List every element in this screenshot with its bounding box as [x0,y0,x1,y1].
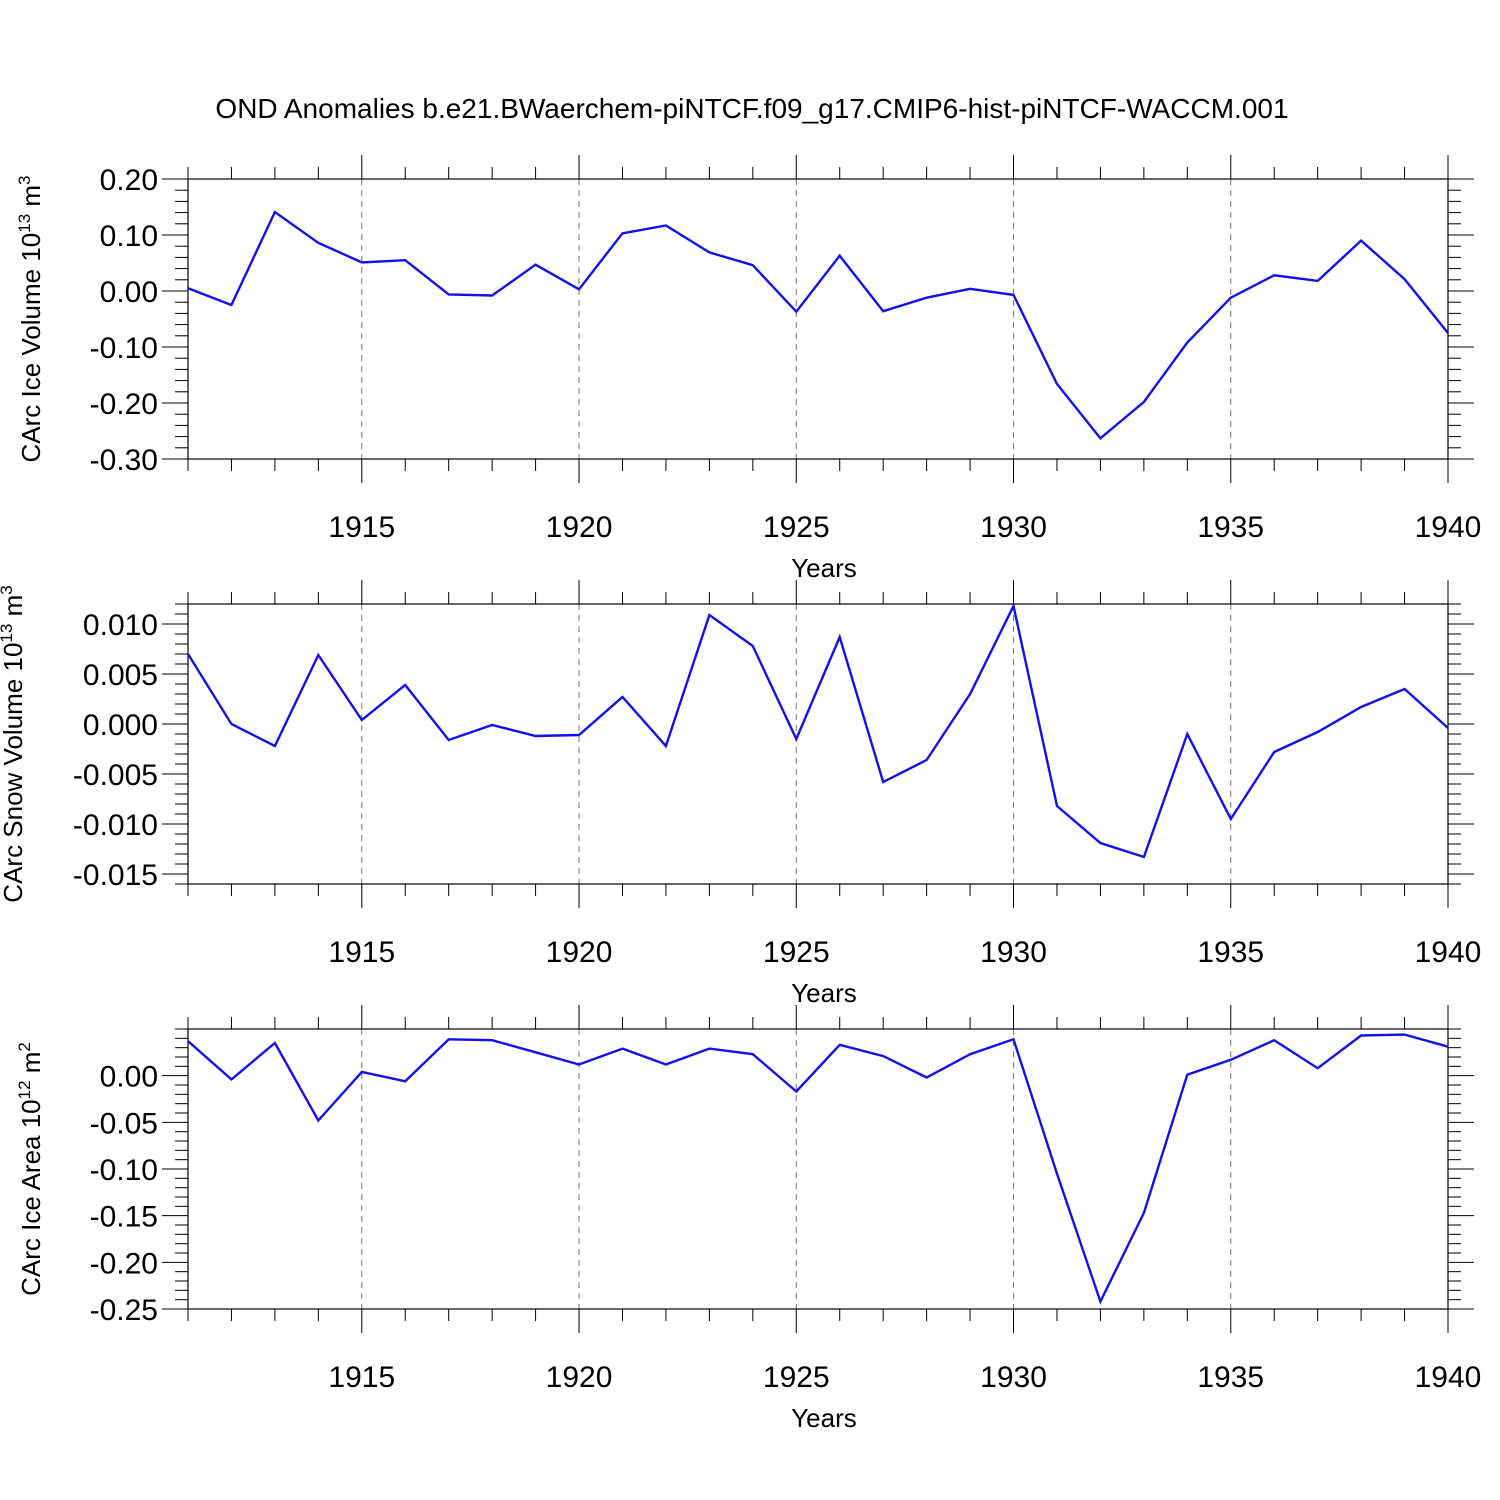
p1-series-line-0 [186,602,1449,859]
p1-y-axis-label: CArc Snow Volume 1013 m3 [0,585,28,902]
p1-x-tick-label: 1930 [980,936,1047,969]
p2-x-axis-label: Years [791,1403,857,1433]
p1-x-tick-label: 1940 [1415,936,1482,969]
p1-y-tick-label: -0.015 [73,859,158,892]
p2-y-axis-label: CArc Ice Area 1012 m2 [15,1042,46,1296]
p2-y-tick-label: -0.15 [90,1201,158,1234]
panel-snow-volume: 0.010 0.005 0.000 -0.005 -0.010 -0.015 1915 192… [0,580,1481,1008]
panel-ice-volume: 0.20 0.10 0.00 -0.10 -0.20 -0.30 1915 1920 1925 1… [15,155,1481,583]
p0-y-tick-label: 0.10 [100,220,158,253]
p0-x-axis-label: Years [791,553,857,583]
p2-x-tick-label: 1930 [980,1361,1047,1394]
p0-y-tick-label: 0.20 [100,164,158,197]
p0-y-axis-label: CArc Ice Volume 1013 m3 [15,175,46,462]
p1-y-tick-label: 0.000 [83,709,158,742]
p0-y-tick-label: -0.10 [90,332,158,365]
p2-x-tick-label: 1940 [1415,1361,1482,1394]
p0-x-tick-label: 1920 [546,511,613,544]
p0-y-tick-label: -0.20 [90,388,158,421]
p1-y-tick-label: -0.005 [73,759,158,792]
p0-series-line-0 [187,210,1449,441]
panel-ice-area: 0.00 -0.05 -0.10 -0.15 -0.20 -0.25 1915 1920 192… [15,1005,1481,1433]
p1-x-tick-label: 1915 [328,936,395,969]
p0-x-tick-label: 1930 [980,511,1047,544]
p0-x-tick-label: 1925 [763,511,830,544]
p2-plot-frame [187,1028,1449,1310]
p1-x-tick-label: 1925 [763,936,830,969]
p0-x-tick-label: 1915 [328,511,395,544]
p2-y-tick-label: -0.25 [90,1294,158,1327]
p1-x-tick-label: 1935 [1197,936,1264,969]
p1-y-tick-label: 0.005 [83,659,158,692]
p2-x-tick-label: 1925 [763,1361,830,1394]
p2-x-tick-label: 1915 [328,1361,395,1394]
p2-y-tick-label: -0.10 [90,1154,158,1187]
p0-plot-frame [187,178,1449,460]
p0-y-tick-label: -0.30 [90,444,158,477]
p1-y-tick-label: -0.010 [73,809,158,842]
p0-x-tick-label: 1935 [1197,511,1264,544]
p0-x-tick-label: 1940 [1415,511,1482,544]
p2-series-line-0 [187,1033,1449,1305]
p1-y-tick-label: 0.010 [83,609,158,642]
p2-x-tick-label: 1935 [1197,1361,1264,1394]
p2-x-tick-label: 1920 [546,1361,613,1394]
p0-y-tick-label: 0.00 [100,276,158,309]
p2-y-tick-label: 0.00 [100,1061,158,1094]
p1-plot-frame [187,603,1449,885]
figure-title: OND Anomalies b.e21.BWaerchem-piNTCF.f09… [215,93,1288,124]
p1-x-axis-label: Years [791,978,857,1008]
p2-y-tick-label: -0.20 [90,1247,158,1280]
p2-y-tick-label: -0.05 [90,1107,158,1140]
p1-x-tick-label: 1920 [546,936,613,969]
